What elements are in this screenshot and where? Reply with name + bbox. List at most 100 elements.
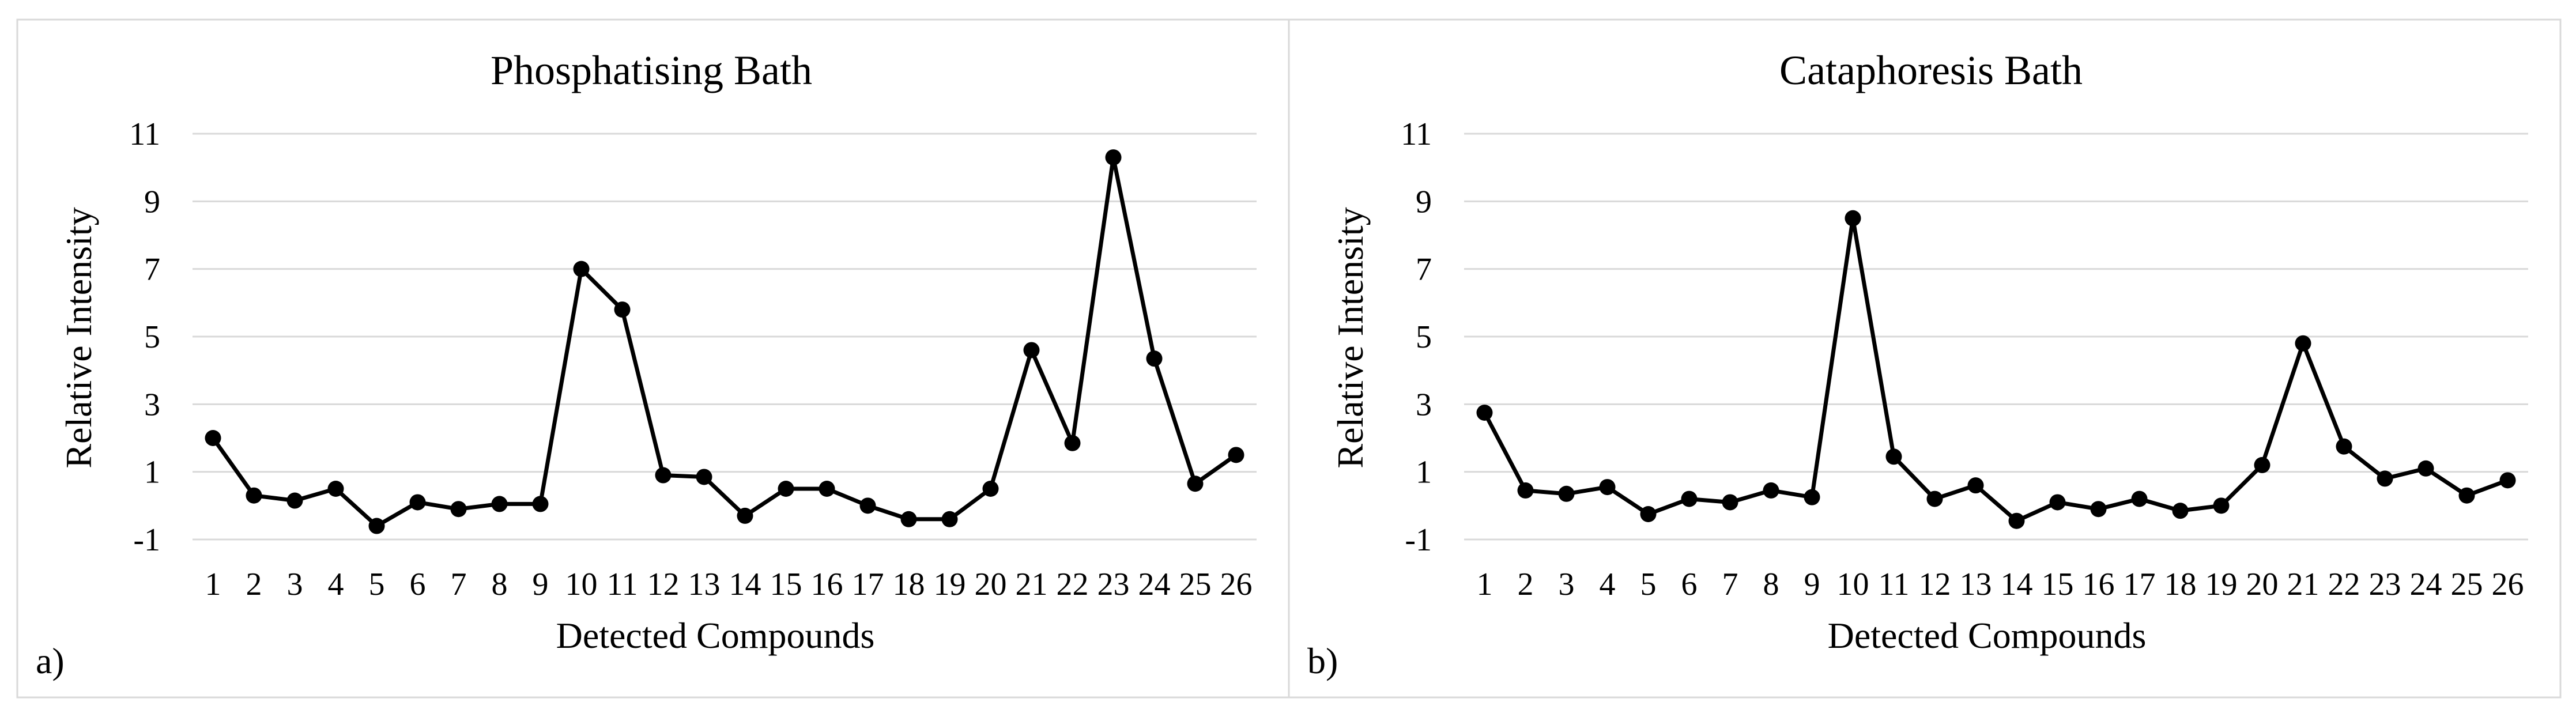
data-point (2172, 503, 2189, 519)
chart-panel-phosphatising: Phosphatising Bath Relative Intensity De… (16, 18, 1290, 699)
y-tick-labels: -1 1 3 5 7 9 11 (129, 116, 160, 558)
x-tick-label: 26 (2492, 567, 2524, 602)
data-point (450, 501, 467, 518)
x-tick-label: 13 (1960, 567, 1992, 602)
x-tick-label: 23 (2369, 567, 2401, 602)
data-point (2458, 487, 2475, 504)
data-point (1187, 476, 1204, 492)
x-tick-label: 7 (451, 567, 467, 602)
series-line (1483, 216, 2509, 523)
y-tick-label: 3 (144, 387, 160, 422)
x-tick-label: 8 (492, 567, 508, 602)
y-tick-label: 1 (144, 455, 160, 490)
data-point (1967, 477, 1984, 494)
x-tick-label: 2 (1518, 567, 1534, 602)
x-tick-label: 16 (2083, 567, 2115, 602)
data-point (1146, 350, 1163, 367)
data-point (982, 481, 999, 497)
x-tick-label: 16 (811, 567, 843, 602)
x-tick-label: 24 (2410, 567, 2442, 602)
x-tick-label: 4 (328, 567, 344, 602)
panel-label: b) (1307, 640, 1338, 681)
x-tick-label: 22 (1057, 567, 1089, 602)
data-point (1804, 489, 1820, 505)
data-point (2254, 456, 2270, 473)
x-tick-label: 24 (1138, 567, 1171, 602)
x-tick-label: 1 (205, 567, 221, 602)
data-point (2295, 335, 2311, 352)
data-point (1681, 490, 1698, 507)
x-tick-label: 20 (975, 567, 1007, 602)
data-point (246, 487, 262, 504)
y-tick-label: 5 (144, 319, 160, 355)
y-tick-label: 1 (1416, 455, 1432, 490)
y-tick-label: 7 (1416, 252, 1432, 288)
y-tick-label: -1 (133, 522, 160, 558)
x-tick-label: 9 (533, 567, 549, 602)
y-tick-label: 3 (1416, 387, 1432, 422)
chart-panel-cataphoresis: Cataphoresis Bath Relative Intensity Det… (1288, 18, 2562, 699)
x-tick-label: 3 (1559, 567, 1575, 602)
data-point (819, 481, 835, 497)
x-tick-label: 23 (1097, 567, 1130, 602)
data-point (1599, 479, 1616, 496)
data-point (696, 469, 712, 485)
data-point (205, 430, 221, 446)
data-series (205, 149, 1244, 534)
x-tick-labels: 1 2 3 4 5 6 7 8 9 10 11 12 13 14 15 16 17 18 19 20 21 22 23 24 2… (1477, 567, 2524, 602)
x-tick-label: 14 (2001, 567, 2033, 602)
data-point (573, 261, 590, 277)
x-tick-label: 21 (1016, 567, 1048, 602)
x-tick-label: 5 (369, 567, 385, 602)
panel-label: a) (36, 640, 65, 681)
data-point (532, 496, 549, 512)
x-tick-label: 25 (1179, 567, 1212, 602)
data-point (2049, 494, 2066, 511)
data-point (941, 511, 958, 527)
data-point (1023, 342, 1040, 358)
chart-title: Phosphatising Bath (491, 47, 812, 93)
data-point (2213, 497, 2230, 514)
x-tick-label: 19 (2205, 567, 2238, 602)
x-tick-label: 19 (934, 567, 966, 602)
data-point (859, 497, 876, 514)
x-tick-label: 6 (1681, 567, 1698, 602)
y-tick-label: -1 (1405, 522, 1432, 558)
data-point (1476, 405, 1493, 421)
x-tick-label: 9 (1804, 567, 1820, 602)
data-point (327, 481, 344, 497)
data-point (409, 494, 426, 511)
data-point (491, 496, 508, 512)
data-point (368, 518, 385, 534)
y-axis-label: Relative Intensity (58, 207, 99, 468)
x-tick-label: 5 (1640, 567, 1657, 602)
x-tick-label: 17 (2124, 567, 2156, 602)
y-tick-label: 11 (1401, 116, 1432, 152)
x-tick-label: 12 (1919, 567, 1951, 602)
x-tick-label: 15 (2042, 567, 2074, 602)
x-tick-label: 14 (729, 567, 761, 602)
x-tick-label: 7 (1722, 567, 1738, 602)
data-point (1722, 494, 1738, 511)
y-axis-label: Relative Intensity (1330, 207, 1371, 468)
x-tick-label: 25 (2451, 567, 2483, 602)
x-axis-label: Detected Compounds (1828, 615, 2147, 656)
y-tick-label: 11 (129, 116, 160, 152)
x-tick-label: 8 (1763, 567, 1779, 602)
series-line (211, 155, 1238, 528)
data-point (286, 492, 303, 509)
data-point (2499, 472, 2516, 489)
data-point (2090, 501, 2107, 518)
data-point (1558, 485, 1575, 502)
gridlines (193, 133, 1257, 541)
data-point (1228, 447, 1244, 463)
y-tick-label: 9 (1416, 184, 1432, 220)
x-tick-label: 17 (852, 567, 884, 602)
x-tick-label: 10 (565, 567, 598, 602)
x-tick-label: 18 (893, 567, 925, 602)
data-point (2417, 460, 2434, 477)
x-tick-label: 12 (647, 567, 680, 602)
data-point (1845, 210, 1861, 227)
data-point (1064, 435, 1081, 451)
data-point (1105, 149, 1122, 166)
